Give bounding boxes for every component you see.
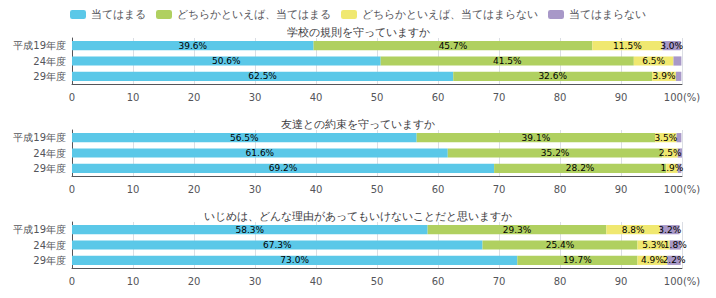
svg-text:40: 40 bbox=[310, 92, 323, 103]
svg-text:29年度: 29年度 bbox=[33, 255, 66, 266]
svg-text:90: 90 bbox=[615, 276, 628, 287]
svg-text:28.2%: 28.2% bbox=[566, 163, 595, 173]
svg-text:70: 70 bbox=[493, 184, 506, 195]
svg-text:32.6%: 32.6% bbox=[538, 71, 567, 81]
svg-text:6.5%: 6.5% bbox=[642, 56, 665, 66]
svg-text:29.3%: 29.3% bbox=[503, 225, 532, 235]
svg-text:3.5%: 3.5% bbox=[654, 133, 677, 143]
svg-text:39.6%: 39.6% bbox=[178, 41, 207, 51]
svg-text:平成19年度: 平成19年度 bbox=[13, 132, 66, 143]
svg-text:10: 10 bbox=[127, 276, 140, 287]
svg-text:24年度: 24年度 bbox=[33, 240, 66, 251]
svg-text:11.5%: 11.5% bbox=[613, 41, 642, 51]
svg-text:70: 70 bbox=[493, 276, 506, 287]
svg-text:4.9%: 4.9% bbox=[641, 255, 664, 265]
svg-text:8.8%: 8.8% bbox=[622, 225, 645, 235]
svg-text:当てはまる: 当てはまる bbox=[91, 8, 146, 21]
svg-text:56.5%: 56.5% bbox=[230, 133, 259, 143]
svg-text:2.2%: 2.2% bbox=[663, 255, 686, 265]
svg-text:50: 50 bbox=[371, 276, 384, 287]
svg-text:61.6%: 61.6% bbox=[246, 148, 275, 158]
svg-text:100(%): 100(%) bbox=[664, 276, 700, 287]
svg-text:50.6%: 50.6% bbox=[212, 56, 241, 66]
svg-text:80: 80 bbox=[554, 184, 567, 195]
svg-text:平成19年度: 平成19年度 bbox=[13, 40, 66, 51]
svg-text:100(%): 100(%) bbox=[664, 184, 700, 195]
svg-text:24年度: 24年度 bbox=[33, 56, 66, 67]
svg-text:1.9%: 1.9% bbox=[660, 163, 683, 173]
svg-text:20: 20 bbox=[188, 92, 201, 103]
svg-text:73.0%: 73.0% bbox=[280, 255, 309, 265]
svg-text:60: 60 bbox=[432, 92, 445, 103]
svg-text:学校の規則を守っていますか: 学校の規則を守っていますか bbox=[287, 26, 430, 39]
svg-text:62.5%: 62.5% bbox=[248, 71, 277, 81]
svg-text:どちらかといえば、当てはまらない: どちらかといえば、当てはまらない bbox=[362, 8, 538, 21]
svg-text:当てはまらない: 当てはまらない bbox=[569, 8, 646, 21]
svg-text:どちらかといえば、当てはまる: どちらかといえば、当てはまる bbox=[177, 8, 331, 21]
svg-text:35.2%: 35.2% bbox=[541, 148, 570, 158]
svg-text:いじめは、どんな理由があってもいけないことだと思いますか: いじめは、どんな理由があってもいけないことだと思いますか bbox=[204, 210, 512, 223]
svg-text:60: 60 bbox=[432, 276, 445, 287]
svg-text:10: 10 bbox=[127, 184, 140, 195]
svg-text:友達との約束を守っていますか: 友達との約束を守っていますか bbox=[281, 118, 435, 131]
svg-text:0: 0 bbox=[69, 92, 75, 103]
svg-text:3.2%: 3.2% bbox=[658, 225, 681, 235]
svg-text:70: 70 bbox=[493, 92, 506, 103]
svg-text:30: 30 bbox=[249, 276, 262, 287]
svg-text:50: 50 bbox=[371, 184, 384, 195]
svg-text:25.4%: 25.4% bbox=[546, 240, 575, 250]
svg-text:60: 60 bbox=[432, 184, 445, 195]
svg-text:29年度: 29年度 bbox=[33, 163, 66, 174]
svg-text:45.7%: 45.7% bbox=[439, 41, 468, 51]
svg-text:1.8%: 1.8% bbox=[664, 240, 687, 250]
svg-text:100(%): 100(%) bbox=[664, 92, 700, 103]
svg-text:20: 20 bbox=[188, 276, 201, 287]
svg-text:10: 10 bbox=[127, 92, 140, 103]
svg-text:2.5%: 2.5% bbox=[659, 148, 682, 158]
svg-text:90: 90 bbox=[615, 92, 628, 103]
svg-text:80: 80 bbox=[554, 276, 567, 287]
svg-text:3.0%: 3.0% bbox=[660, 41, 683, 51]
svg-text:3.9%: 3.9% bbox=[653, 71, 676, 81]
svg-text:40: 40 bbox=[310, 184, 323, 195]
svg-text:67.3%: 67.3% bbox=[263, 240, 292, 250]
svg-text:0: 0 bbox=[69, 184, 75, 195]
svg-text:0: 0 bbox=[69, 276, 75, 287]
svg-text:19.7%: 19.7% bbox=[563, 255, 592, 265]
svg-text:58.3%: 58.3% bbox=[236, 225, 265, 235]
svg-text:24年度: 24年度 bbox=[33, 148, 66, 159]
svg-text:80: 80 bbox=[554, 92, 567, 103]
svg-text:50: 50 bbox=[371, 92, 384, 103]
svg-text:90: 90 bbox=[615, 184, 628, 195]
svg-text:40: 40 bbox=[310, 276, 323, 287]
svg-text:20: 20 bbox=[188, 184, 201, 195]
svg-text:69.2%: 69.2% bbox=[269, 163, 298, 173]
svg-text:30: 30 bbox=[249, 184, 262, 195]
svg-text:29年度: 29年度 bbox=[33, 71, 66, 82]
svg-text:5.3%: 5.3% bbox=[642, 240, 665, 250]
svg-text:39.1%: 39.1% bbox=[522, 133, 551, 143]
svg-text:平成19年度: 平成19年度 bbox=[13, 224, 66, 235]
svg-text:41.5%: 41.5% bbox=[493, 56, 522, 66]
svg-text:30: 30 bbox=[249, 92, 262, 103]
